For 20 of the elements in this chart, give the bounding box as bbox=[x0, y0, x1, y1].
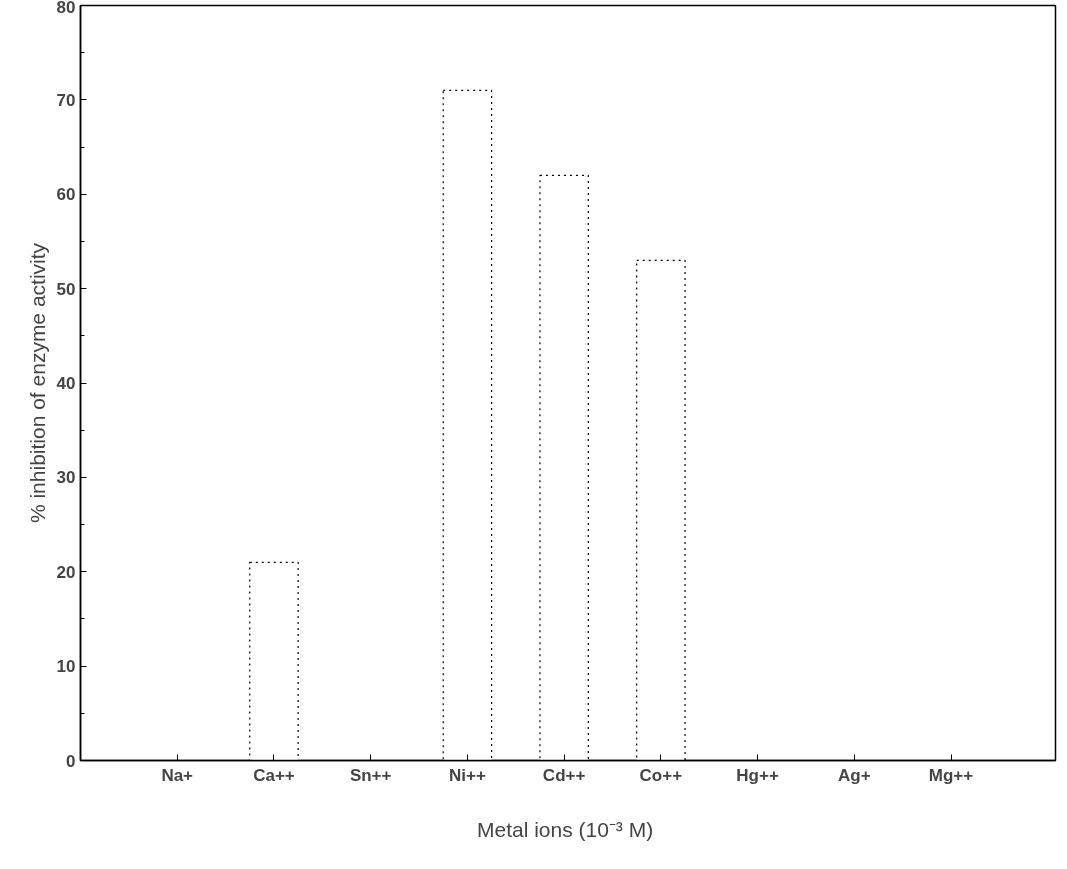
x-tick-label: Ag+ bbox=[838, 765, 871, 785]
x-tick-label: Ni++ bbox=[448, 765, 486, 785]
x-tick-label: Co++ bbox=[639, 765, 683, 785]
y-tick-label: 70 bbox=[56, 90, 76, 110]
y-tick-label: 10 bbox=[56, 657, 76, 677]
x-tick-label: Mg++ bbox=[928, 765, 974, 785]
x-tick-label: Sn++ bbox=[349, 765, 392, 785]
y-tick-label: 80 bbox=[56, 0, 76, 17]
y-tick-label: 0 bbox=[66, 751, 76, 771]
x-tick-label: Na+ bbox=[161, 765, 194, 785]
y-tick-label: 20 bbox=[56, 562, 76, 582]
x-axis-title: Metal ions (10⁻³ M) bbox=[476, 817, 654, 841]
x-tick-label: Cd++ bbox=[542, 765, 586, 785]
y-axis-title: % inhibition of enzyme activity bbox=[25, 242, 49, 524]
y-tick-label: 40 bbox=[56, 374, 76, 393]
x-tick-label: Ca++ bbox=[253, 765, 295, 785]
y-tick-label: 50 bbox=[56, 279, 76, 299]
x-tick-label: Hg++ bbox=[736, 765, 779, 785]
y-tick-label: 30 bbox=[56, 468, 76, 488]
y-tick-label: 60 bbox=[56, 185, 76, 205]
